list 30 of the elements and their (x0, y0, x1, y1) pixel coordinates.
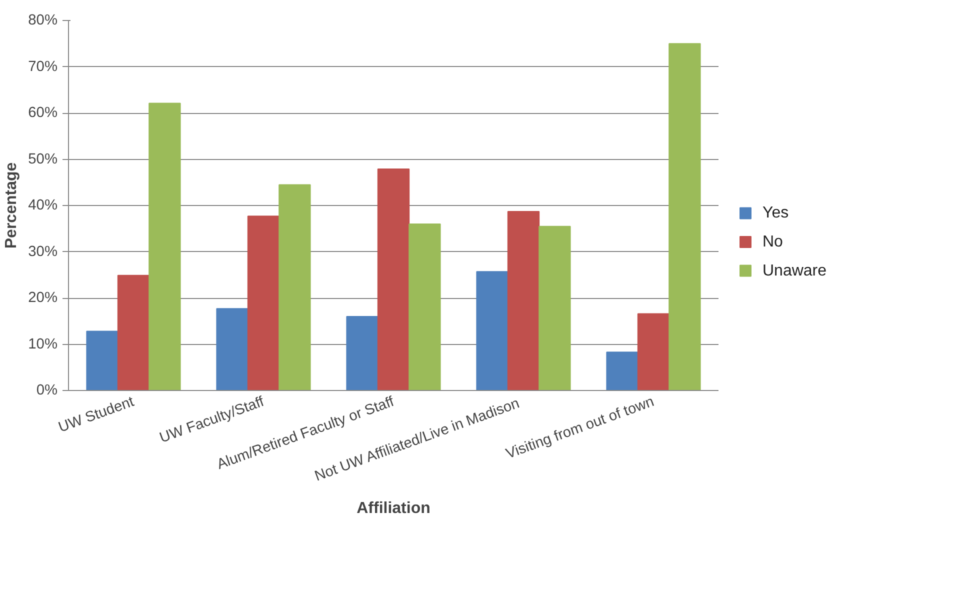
legend-label: No (762, 234, 784, 250)
bar (148, 102, 181, 390)
y-tick-label: 20% (28, 290, 58, 306)
bar (247, 216, 280, 390)
bar (637, 313, 670, 390)
bar (278, 184, 311, 390)
y-tick-label: 70% (28, 58, 58, 75)
legend-label: Yes (762, 204, 789, 222)
y-tick-label: 80% (28, 12, 58, 28)
y-tick-label: 40% (28, 198, 58, 214)
bar (538, 226, 571, 390)
y-axis-title: Percentage (3, 162, 20, 249)
x-axis-title: Affiliation (356, 500, 430, 518)
bar (507, 211, 540, 390)
y-tick-label: 10% (28, 336, 58, 352)
bar (216, 308, 248, 390)
bar (668, 43, 701, 390)
y-tick-label: 60% (28, 105, 58, 121)
bar (377, 168, 410, 390)
bar (86, 330, 118, 390)
bar (346, 316, 378, 390)
x-tick-label: UW Student (56, 394, 136, 436)
bar (117, 274, 150, 390)
y-tick-label: 50% (28, 151, 58, 168)
bar (606, 352, 638, 390)
y-tick-label: 0% (36, 382, 58, 398)
y-tick-label: 30% (28, 244, 58, 260)
legend-label: Unaware (762, 262, 827, 280)
bar (476, 271, 508, 390)
bar (408, 224, 441, 390)
